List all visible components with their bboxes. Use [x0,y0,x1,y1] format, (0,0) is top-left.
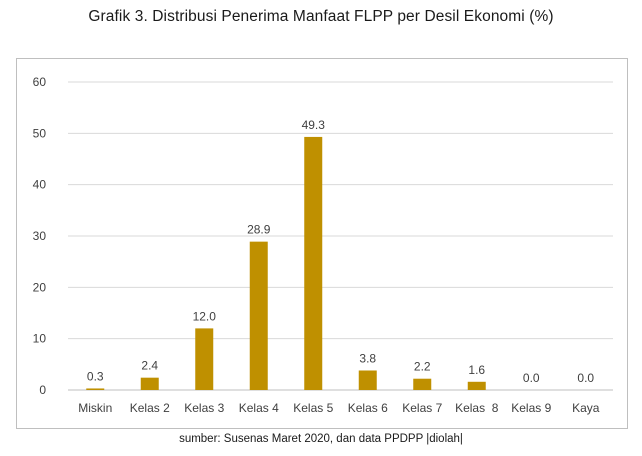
x-tick-label: Kelas 6 [348,401,388,415]
x-tick-label: Kelas 8 [455,401,499,415]
data-label: 12.0 [193,309,217,323]
chart-title: Grafik 3. Distribusi Penerima Manfaat FL… [88,8,554,25]
data-label: 2.4 [141,359,158,373]
data-label: 0.3 [87,369,104,383]
y-tick-label: 40 [33,178,47,192]
y-tick-label: 10 [33,332,47,346]
data-label: 2.2 [414,360,431,374]
x-tick-label: Kelas 5 [293,401,333,415]
bar [304,136,323,390]
y-tick-label: 20 [33,280,47,294]
data-label: 0.0 [577,371,594,385]
bar-chart: 0 10 20 30 40 50 60 0.3 Miskin 2.4 Kelas 2 12.0 Kela… [33,75,613,415]
y-tick-label: 30 [33,229,47,243]
y-tick-label: 0 [39,383,46,397]
y-tick-label: 60 [33,75,47,89]
x-tick-label: Miskin [78,401,112,415]
data-label: 28.9 [247,223,271,237]
x-tick-label: Kelas 4 [239,401,279,415]
bar [86,388,105,390]
data-label: 3.8 [359,351,376,365]
bar [249,241,268,390]
data-label: 0.0 [523,371,540,385]
bar [140,377,159,390]
bar [413,378,432,390]
x-tick-label: Kelas 3 [184,401,224,415]
bar [358,370,377,390]
bar [467,381,486,390]
chart-area: 0 10 20 30 40 50 60 0.3 Miskin 2.4 Kelas 2 12.0 Kela… [16,58,628,429]
x-tick-label: Kelas 2 [130,401,170,415]
y-tick-label: 50 [33,126,47,140]
bar [195,328,214,390]
x-tick-label: Kaya [572,401,600,415]
x-tick-label: Kelas 9 [511,401,551,415]
source-note: sumber: Susenas Maret 2020, dan data PPD… [179,433,463,445]
x-tick-label: Kelas 7 [402,401,442,415]
data-label: 1.6 [468,363,485,377]
data-label: 49.3 [302,118,326,132]
